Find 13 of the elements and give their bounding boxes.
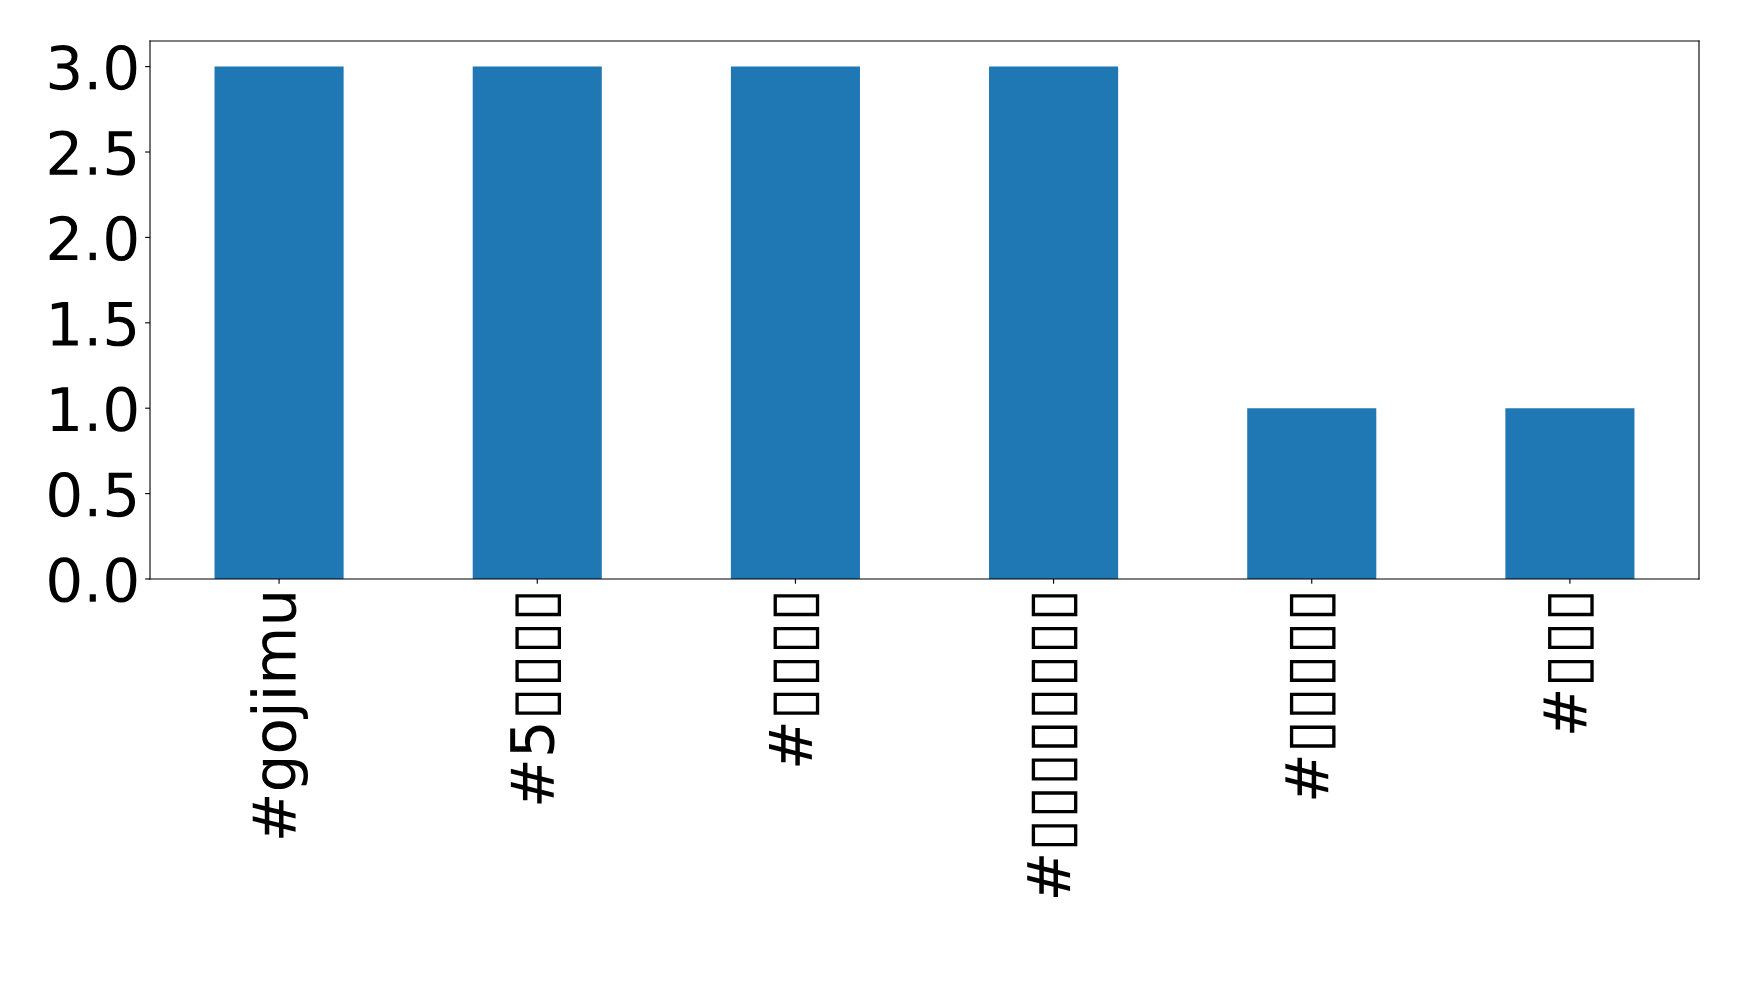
y-tick-label: 2.0 (49, 215, 137, 261)
x-tick-label: #▯▯▯▯▯ (1285, 594, 1336, 799)
y-tick-label: 0.0 (49, 557, 137, 603)
x-tick-label: #▯▯▯▯▯▯▯▯ (1027, 594, 1078, 898)
x-tick-label: #▯▯▯▯ (769, 594, 820, 766)
x-tick-label: #gojimu (250, 594, 308, 838)
y-tick-label: 0.5 (49, 471, 136, 518)
y-tick-label: 3.0 (49, 44, 137, 91)
y-tick-label: 2.5 (49, 130, 136, 176)
x-tick-label: #▯▯▯ (1543, 594, 1594, 733)
x-tick-label: #5▯▯▯▯ (510, 594, 562, 804)
y-tick-label: 1.0 (51, 386, 137, 432)
y-tick-label: 1.5 (51, 301, 136, 347)
